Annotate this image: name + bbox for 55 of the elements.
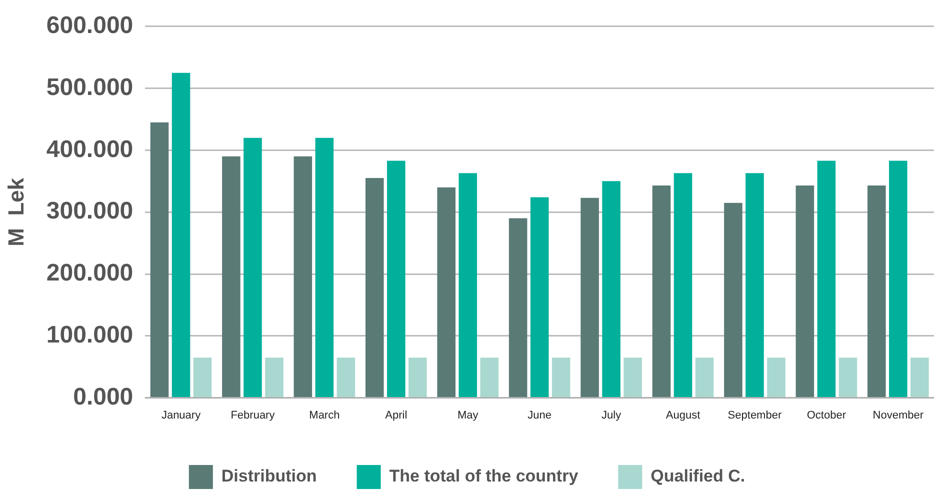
y-tick-label: 300.000 bbox=[46, 198, 134, 225]
x-tick-label: February bbox=[230, 409, 276, 422]
x-tick-label: November bbox=[872, 409, 924, 422]
bar bbox=[458, 173, 478, 398]
bar bbox=[796, 185, 814, 398]
bar bbox=[695, 358, 714, 398]
x-tick-label: May bbox=[457, 409, 479, 422]
bar bbox=[294, 156, 312, 398]
bar bbox=[602, 181, 620, 398]
bar bbox=[889, 160, 908, 398]
bar bbox=[867, 185, 886, 398]
bar bbox=[652, 185, 671, 398]
bar bbox=[336, 358, 356, 398]
bar bbox=[408, 358, 427, 398]
bar bbox=[767, 358, 786, 398]
bar bbox=[508, 218, 528, 398]
y-tick-label: 200.000 bbox=[46, 260, 134, 287]
bar bbox=[150, 122, 169, 398]
x-tick-label: March bbox=[309, 409, 340, 422]
legend-label: The total of the country bbox=[389, 466, 579, 486]
bar bbox=[624, 358, 642, 398]
y-axis-title: M Lek bbox=[3, 177, 28, 246]
x-tick-label: June bbox=[528, 409, 552, 422]
bar bbox=[724, 202, 742, 398]
legend-label: Qualified C. bbox=[650, 466, 746, 486]
bar bbox=[365, 178, 384, 398]
bar bbox=[315, 138, 334, 398]
bar bbox=[222, 156, 240, 398]
bar bbox=[437, 187, 456, 398]
y-tick-label: 600.000 bbox=[46, 12, 134, 40]
y-tick-label: 500.000 bbox=[46, 74, 134, 101]
y-tick-label: 0.000 bbox=[73, 383, 134, 410]
bar bbox=[193, 358, 212, 398]
x-tick-label: September bbox=[728, 409, 782, 422]
bar bbox=[838, 358, 858, 398]
bar bbox=[387, 160, 406, 398]
bar bbox=[580, 198, 599, 398]
bar bbox=[244, 138, 262, 398]
bar bbox=[746, 173, 764, 398]
bar bbox=[674, 173, 692, 398]
x-tick-label: April bbox=[385, 409, 408, 422]
x-tick-label: August bbox=[666, 409, 700, 422]
x-tick-label: January bbox=[161, 409, 202, 422]
y-tick-label: 400.000 bbox=[46, 136, 134, 163]
bar bbox=[910, 358, 929, 398]
x-tick-label: July bbox=[602, 409, 622, 422]
bar bbox=[480, 358, 499, 398]
bar bbox=[552, 358, 570, 398]
legend-label: Distribution bbox=[221, 466, 317, 486]
bar bbox=[530, 197, 549, 398]
bar bbox=[172, 72, 190, 398]
bar bbox=[265, 358, 284, 398]
x-tick-label: October bbox=[806, 409, 846, 422]
y-tick-label: 100.000 bbox=[46, 322, 134, 349]
bar bbox=[817, 160, 836, 398]
